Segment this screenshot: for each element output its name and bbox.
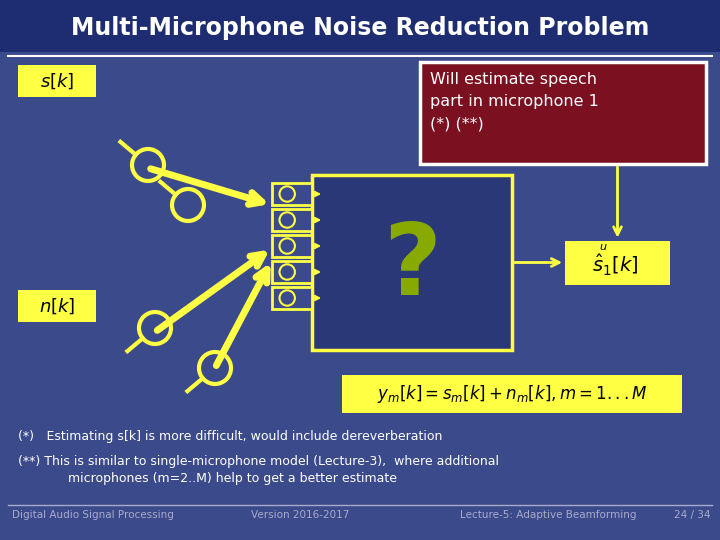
Text: Digital Audio Signal Processing: Digital Audio Signal Processing — [12, 510, 174, 520]
Bar — [272, 261, 312, 283]
Bar — [272, 235, 312, 257]
Text: $u$: $u$ — [599, 241, 608, 252]
Text: Lecture-5: Adaptive Beamforming: Lecture-5: Adaptive Beamforming — [460, 510, 636, 520]
Text: microphones (m=2..M) help to get a better estimate: microphones (m=2..M) help to get a bette… — [18, 472, 397, 485]
Bar — [342, 375, 682, 413]
Bar — [312, 175, 512, 350]
Bar — [420, 62, 706, 164]
Text: 24 / 34: 24 / 34 — [673, 510, 710, 520]
Text: Will estimate speech
part in microphone 1
(*) (**): Will estimate speech part in microphone … — [430, 72, 599, 131]
Text: $n[k]$: $n[k]$ — [39, 296, 75, 316]
Text: (*) Estimating s[k] is more difficult, would include dereverberation: (*) Estimating s[k] is more difficult, w… — [18, 430, 442, 443]
Bar — [18, 65, 96, 97]
Text: $\hat{s}_1[k]$: $\hat{s}_1[k]$ — [593, 253, 639, 278]
Bar — [272, 209, 312, 231]
Text: ?: ? — [383, 219, 441, 316]
Bar — [565, 240, 670, 285]
Text: (**) This is similar to single-microphone model (Lecture-3),  where additional: (**) This is similar to single-microphon… — [18, 455, 499, 468]
Text: Multi-Microphone Noise Reduction Problem: Multi-Microphone Noise Reduction Problem — [71, 16, 649, 40]
Bar — [18, 290, 96, 322]
Bar — [0, 0, 720, 52]
Text: $y_m[k]=s_m[k]+n_m[k], m=1...M$: $y_m[k]=s_m[k]+n_m[k], m=1...M$ — [377, 383, 647, 405]
Text: Version 2016-2017: Version 2016-2017 — [251, 510, 349, 520]
Bar — [272, 183, 312, 205]
Text: $s[k]$: $s[k]$ — [40, 71, 74, 91]
Bar — [272, 287, 312, 309]
